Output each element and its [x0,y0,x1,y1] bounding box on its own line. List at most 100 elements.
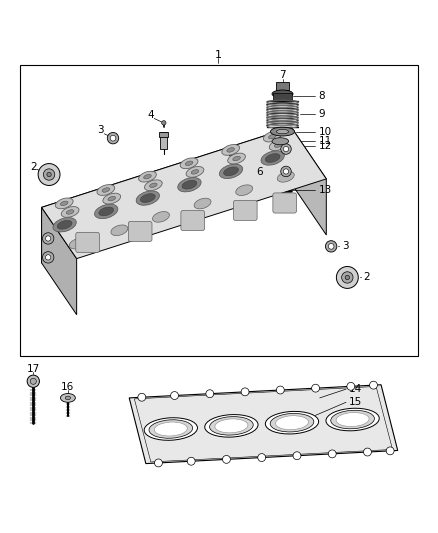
Circle shape [345,275,350,280]
Ellipse shape [276,130,289,134]
Ellipse shape [102,188,110,192]
Circle shape [364,448,371,456]
Polygon shape [129,385,398,464]
Text: 2: 2 [364,272,370,282]
Text: 14: 14 [349,384,362,394]
Ellipse shape [69,238,86,249]
Circle shape [223,456,230,463]
Circle shape [328,244,334,249]
Text: 17: 17 [27,364,40,374]
Circle shape [281,144,291,154]
Text: 2: 2 [30,161,37,172]
Bar [20,65,418,356]
Circle shape [258,454,265,462]
Text: 15: 15 [349,397,362,407]
Text: 3: 3 [97,125,104,135]
Circle shape [276,386,284,394]
Ellipse shape [268,134,276,139]
Ellipse shape [145,180,162,191]
Ellipse shape [60,201,68,206]
Ellipse shape [191,169,199,174]
Ellipse shape [265,154,280,163]
Ellipse shape [261,151,284,165]
Ellipse shape [265,411,318,434]
Ellipse shape [227,148,234,152]
Ellipse shape [276,416,308,430]
Ellipse shape [277,172,294,182]
Ellipse shape [108,196,116,201]
Polygon shape [42,207,77,314]
Circle shape [342,272,353,283]
Ellipse shape [182,180,197,189]
Circle shape [155,459,162,467]
Circle shape [370,381,378,389]
Ellipse shape [272,138,289,145]
Circle shape [110,135,116,141]
Circle shape [336,266,358,288]
Circle shape [38,164,60,185]
Ellipse shape [65,396,71,400]
Text: 13: 13 [318,185,332,195]
Text: 9: 9 [318,109,325,119]
Ellipse shape [269,140,287,150]
Ellipse shape [55,198,73,209]
FancyBboxPatch shape [233,200,257,221]
Ellipse shape [53,217,76,232]
Ellipse shape [236,185,253,196]
Text: 11: 11 [318,136,332,146]
Ellipse shape [210,417,253,435]
Ellipse shape [97,184,115,196]
Circle shape [42,252,54,263]
Bar [273,93,292,100]
Ellipse shape [141,193,155,203]
Polygon shape [42,127,291,263]
Circle shape [325,241,337,252]
Ellipse shape [57,220,72,229]
Ellipse shape [326,408,379,431]
Circle shape [138,393,146,401]
Circle shape [107,133,119,144]
Ellipse shape [219,164,243,179]
Ellipse shape [228,153,245,164]
Circle shape [43,169,55,180]
Ellipse shape [60,393,75,402]
Circle shape [170,392,178,399]
Ellipse shape [178,177,201,192]
Ellipse shape [99,207,113,216]
Text: 8: 8 [318,91,325,101]
Text: 16: 16 [61,382,74,392]
Ellipse shape [205,415,258,437]
Circle shape [187,457,195,465]
Circle shape [47,172,51,177]
Ellipse shape [194,198,211,209]
FancyBboxPatch shape [181,211,205,231]
Circle shape [30,378,36,384]
Circle shape [46,236,51,241]
Circle shape [293,452,301,459]
Ellipse shape [336,413,369,426]
Circle shape [46,255,51,260]
Ellipse shape [95,204,118,219]
Ellipse shape [136,191,159,205]
Circle shape [283,169,289,174]
Ellipse shape [149,420,193,438]
Ellipse shape [144,174,151,179]
Circle shape [386,447,394,455]
Text: 7: 7 [279,70,286,79]
Circle shape [283,147,289,152]
Ellipse shape [222,144,240,155]
Polygon shape [291,127,326,235]
Circle shape [27,375,39,387]
Ellipse shape [215,419,248,433]
Text: 3: 3 [343,241,349,252]
Ellipse shape [103,193,120,204]
Text: 10: 10 [318,127,332,136]
Ellipse shape [272,90,293,98]
Bar [159,132,168,137]
Ellipse shape [152,212,170,222]
Text: 5: 5 [227,152,234,162]
Ellipse shape [331,410,374,429]
Ellipse shape [61,207,79,217]
Ellipse shape [274,143,282,148]
Ellipse shape [270,127,294,136]
